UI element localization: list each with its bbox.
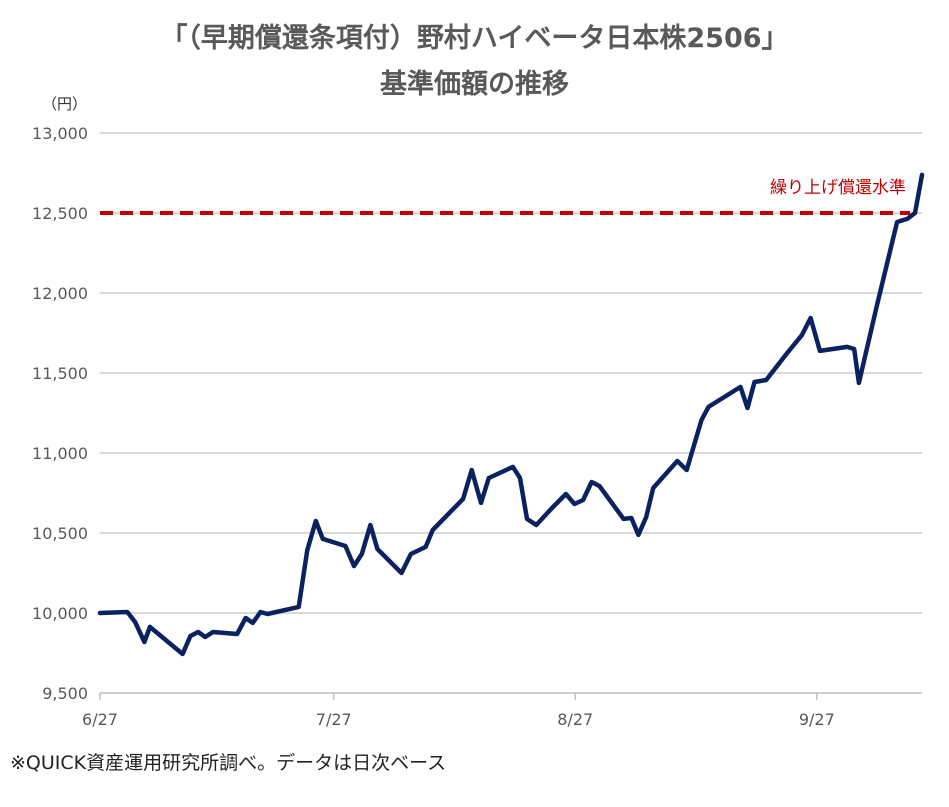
footnote: ※QUICK資産運用研究所調べ。データは日次ベース xyxy=(10,752,447,774)
x-tick-label: 8/27 xyxy=(557,710,593,729)
chart-subtitle: 基準価額の推移 xyxy=(380,69,569,100)
y-tick-label: 10,000 xyxy=(32,604,88,623)
x-tick-label: 9/27 xyxy=(799,710,835,729)
y-tick-label: 12,500 xyxy=(32,204,88,223)
y-tick-label: 11,000 xyxy=(32,444,88,463)
y-tick-label: 12,000 xyxy=(32,284,88,303)
nav-series-line xyxy=(97,172,925,657)
y-axis-unit-label: （円） xyxy=(42,95,88,113)
redemption-level-label: 繰り上げ償還水準 xyxy=(770,178,906,198)
chart-title: 「（早期償還条項付）野村ハイベータ日本株2506」 xyxy=(160,23,789,54)
y-tick-label: 11,500 xyxy=(32,364,88,383)
y-tick-label: 9,500 xyxy=(42,684,88,703)
y-tick-label: 13,000 xyxy=(32,124,88,143)
x-tick-label: 6/27 xyxy=(82,710,118,729)
x-tick-label: 7/27 xyxy=(316,710,352,729)
y-tick-label: 10,500 xyxy=(32,524,88,543)
